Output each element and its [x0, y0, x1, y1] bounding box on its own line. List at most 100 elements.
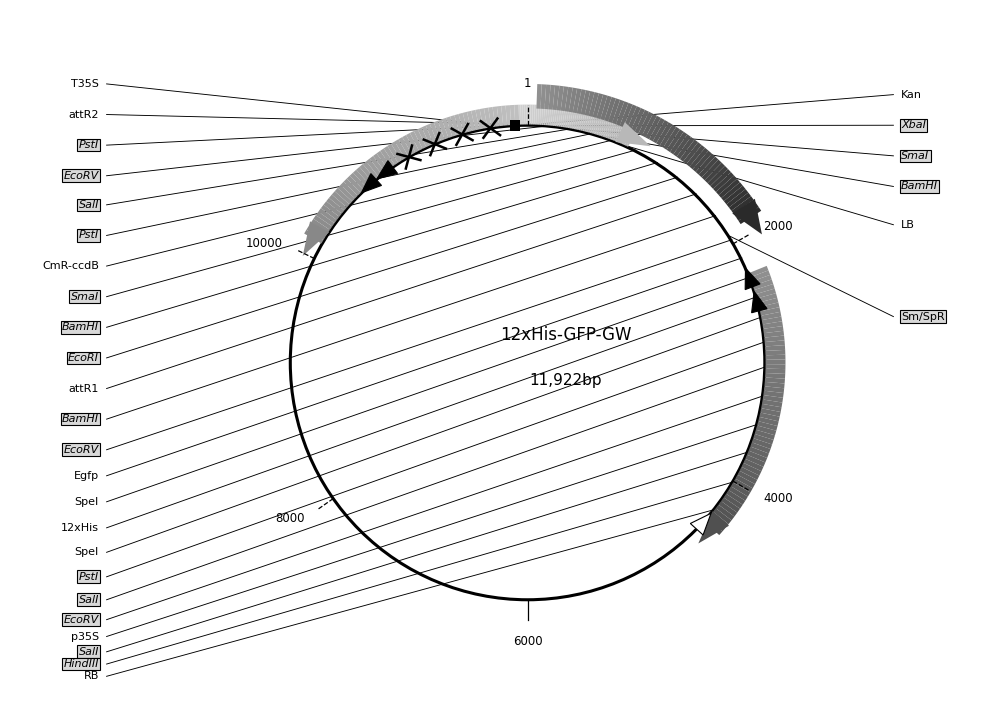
Polygon shape — [761, 404, 782, 412]
Polygon shape — [609, 120, 618, 139]
Polygon shape — [434, 120, 445, 141]
Polygon shape — [584, 112, 591, 132]
Polygon shape — [663, 127, 680, 150]
Polygon shape — [764, 382, 785, 389]
Text: PstI: PstI — [79, 140, 99, 150]
Polygon shape — [734, 199, 756, 218]
Polygon shape — [760, 408, 781, 417]
Polygon shape — [611, 121, 620, 140]
Polygon shape — [514, 104, 519, 125]
Polygon shape — [747, 451, 767, 463]
Polygon shape — [752, 438, 772, 449]
Polygon shape — [724, 494, 743, 509]
Polygon shape — [745, 455, 765, 467]
Polygon shape — [627, 106, 641, 130]
Polygon shape — [527, 104, 529, 125]
Polygon shape — [765, 373, 785, 378]
Polygon shape — [488, 107, 495, 128]
Polygon shape — [599, 116, 606, 136]
Polygon shape — [571, 109, 577, 129]
Text: Sm/SpR: Sm/SpR — [901, 312, 945, 322]
Polygon shape — [726, 189, 748, 207]
Polygon shape — [751, 275, 772, 286]
Polygon shape — [719, 179, 740, 198]
Polygon shape — [581, 90, 590, 115]
Polygon shape — [586, 112, 593, 132]
Polygon shape — [750, 442, 771, 454]
Polygon shape — [562, 107, 567, 128]
Text: attR1: attR1 — [69, 384, 99, 394]
Polygon shape — [471, 110, 479, 130]
Polygon shape — [620, 103, 633, 127]
Polygon shape — [384, 146, 398, 165]
Polygon shape — [735, 475, 755, 489]
Polygon shape — [631, 108, 645, 132]
Polygon shape — [545, 85, 551, 109]
Polygon shape — [718, 501, 737, 516]
Polygon shape — [414, 129, 426, 149]
Polygon shape — [649, 118, 665, 141]
Polygon shape — [321, 204, 339, 220]
Text: 1: 1 — [524, 77, 531, 90]
Polygon shape — [344, 178, 361, 196]
Polygon shape — [577, 110, 583, 130]
Polygon shape — [753, 434, 774, 444]
Text: 4000: 4000 — [764, 492, 793, 505]
Polygon shape — [763, 321, 783, 329]
Text: EcoRV: EcoRV — [64, 444, 99, 455]
Polygon shape — [426, 124, 437, 144]
Polygon shape — [326, 198, 344, 214]
Polygon shape — [536, 84, 542, 109]
Polygon shape — [579, 111, 585, 130]
Polygon shape — [597, 94, 607, 119]
Polygon shape — [560, 107, 565, 127]
Polygon shape — [683, 142, 702, 164]
Polygon shape — [765, 378, 785, 384]
Polygon shape — [558, 107, 563, 127]
Text: SalI: SalI — [79, 594, 99, 605]
Polygon shape — [731, 196, 754, 214]
Polygon shape — [335, 188, 352, 204]
Polygon shape — [564, 107, 569, 128]
Polygon shape — [653, 120, 669, 144]
Polygon shape — [614, 123, 624, 141]
Polygon shape — [534, 104, 537, 125]
Polygon shape — [612, 100, 624, 124]
Polygon shape — [680, 139, 698, 162]
Polygon shape — [764, 336, 785, 342]
Polygon shape — [707, 515, 726, 531]
Polygon shape — [616, 102, 629, 125]
Polygon shape — [484, 107, 491, 128]
Polygon shape — [573, 88, 582, 113]
Polygon shape — [582, 112, 589, 131]
Polygon shape — [553, 86, 559, 110]
Polygon shape — [398, 137, 412, 157]
Polygon shape — [353, 170, 369, 187]
Polygon shape — [616, 122, 651, 146]
Polygon shape — [602, 117, 610, 137]
Polygon shape — [696, 154, 715, 175]
Polygon shape — [311, 219, 330, 233]
Polygon shape — [446, 117, 456, 137]
Polygon shape — [604, 118, 612, 138]
Polygon shape — [670, 132, 687, 154]
Text: SalI: SalI — [79, 200, 99, 210]
Polygon shape — [704, 518, 722, 535]
Polygon shape — [538, 105, 541, 125]
Text: BamHI: BamHI — [901, 181, 938, 191]
Polygon shape — [729, 486, 748, 501]
Polygon shape — [760, 307, 780, 315]
Polygon shape — [480, 108, 487, 128]
Polygon shape — [595, 115, 603, 135]
Polygon shape — [642, 114, 657, 138]
Text: EcoRV: EcoRV — [64, 615, 99, 625]
Polygon shape — [458, 113, 468, 133]
Polygon shape — [656, 123, 672, 146]
Polygon shape — [569, 88, 577, 112]
Text: 8000: 8000 — [275, 513, 304, 526]
Polygon shape — [738, 207, 761, 224]
Polygon shape — [529, 104, 531, 125]
Polygon shape — [752, 291, 767, 312]
Polygon shape — [577, 89, 586, 114]
Text: p35S: p35S — [71, 631, 99, 642]
